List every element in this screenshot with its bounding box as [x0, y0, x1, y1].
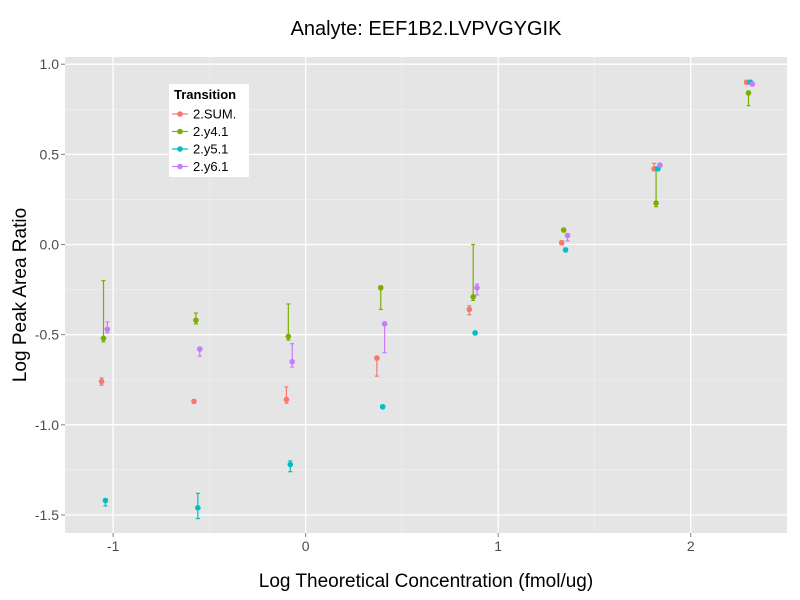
data-point: [196, 346, 203, 352]
legend-label: 2.y4.1: [193, 124, 228, 139]
data-point: [564, 232, 571, 239]
data-point: [743, 79, 750, 86]
y-tick-label: 0.0: [40, 237, 60, 253]
data-point: [100, 335, 107, 342]
chart-title: Analyte: EEF1B2.LVPVGYGIK: [291, 18, 563, 40]
y-tick-label: -0.5: [35, 327, 59, 343]
legend-key-point: [177, 128, 183, 135]
data-point: [558, 239, 565, 246]
x-tick-label: 1: [494, 538, 502, 554]
data-point: [102, 497, 109, 504]
data-point: [560, 227, 567, 233]
data-point: [381, 321, 388, 327]
legend-item: 2.SUM.: [172, 107, 236, 122]
data-marks: [98, 79, 756, 520]
y-tick-label: 0.5: [40, 146, 60, 162]
legend-items: 2.SUM. 2.y4.1 2.y5.1 2.y6.1: [172, 107, 236, 174]
data-point: [285, 333, 292, 340]
data-point: [749, 81, 756, 87]
legend-key-point: [177, 163, 183, 170]
data-point: [193, 317, 199, 324]
legend-title: Transition: [174, 87, 236, 102]
data-point: [562, 247, 569, 253]
y-tick-label: -1.0: [35, 417, 59, 433]
data-point: [470, 294, 476, 300]
data-point: [287, 461, 294, 468]
y-axis-title: Log Peak Area Ratio: [10, 208, 31, 382]
data-point: [374, 355, 380, 361]
legend-item: 2.y5.1: [172, 142, 228, 157]
legend-item: 2.y4.1: [172, 124, 228, 139]
legend-item: 2.y6.1: [172, 159, 228, 174]
data-point: [472, 330, 478, 336]
data-point: [657, 162, 663, 168]
legend-key-point: [177, 111, 183, 117]
data-point: [377, 284, 384, 291]
y-tick-label: 1.0: [40, 56, 60, 72]
data-point: [745, 90, 752, 96]
series-2-y4-1: [100, 90, 752, 343]
data-point: [466, 306, 473, 313]
data-point: [104, 326, 111, 333]
series-2-y6-1: [104, 81, 756, 368]
x-axis-title: Log Theoretical Concentration (fmol/ug): [259, 571, 593, 592]
data-point: [653, 200, 659, 206]
data-point: [98, 378, 105, 385]
x-tick-label: 0: [302, 538, 310, 554]
data-point: [379, 403, 386, 410]
legend-label: 2.y5.1: [193, 142, 228, 157]
legend-label: 2.y6.1: [193, 159, 228, 174]
axes: -1 0 1 2 1.0 0.5 0.0 -0.5 -1.0 -1.5: [35, 56, 695, 554]
legend: Transition 2.SUM. 2.y4.1 2.y5.1 2.y6.1: [169, 84, 249, 177]
y-tick-label: -1.5: [35, 507, 59, 523]
data-point: [191, 398, 197, 405]
data-point: [289, 358, 295, 365]
x-tick-label: 2: [687, 538, 695, 554]
legend-key-point: [177, 146, 183, 152]
x-tick-label: -1: [107, 538, 120, 554]
legend-label: 2.SUM.: [193, 107, 236, 122]
data-point: [195, 504, 201, 511]
data-point: [283, 396, 290, 403]
data-point: [474, 284, 480, 291]
